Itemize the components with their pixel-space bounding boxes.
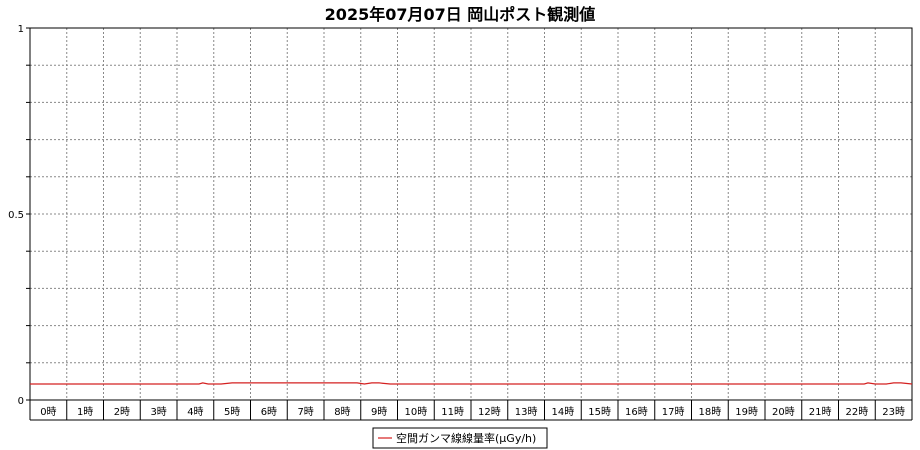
x-tick-label: 23時 xyxy=(882,406,905,418)
legend-box xyxy=(372,427,548,449)
legend-label: 空間ガンマ線線量率(μGy/h) xyxy=(396,431,536,445)
x-tick-label: 7時 xyxy=(297,406,313,418)
x-tick-label: 3時 xyxy=(150,406,166,418)
x-tick-label: 2時 xyxy=(114,406,130,418)
x-tick-label: 20時 xyxy=(772,406,795,418)
x-tick-label: 15時 xyxy=(588,406,611,418)
y-tick-label: 0 xyxy=(18,396,24,407)
x-tick-label: 1時 xyxy=(77,406,93,418)
x-tick-label: 5時 xyxy=(224,406,240,418)
x-tick-label: 18時 xyxy=(699,406,722,418)
x-tick-label: 12時 xyxy=(478,406,501,418)
x-tick-label: 21時 xyxy=(809,406,832,418)
legend: 空間ガンマ線線量率(μGy/h) xyxy=(372,427,548,449)
x-tick-label: 6時 xyxy=(261,406,277,418)
x-tick-label: 22時 xyxy=(846,406,869,418)
series-group xyxy=(30,382,913,385)
y-tick-label: 1 xyxy=(18,24,24,35)
chart-title: 2025年07月07日 岡山ポスト観測値 xyxy=(325,5,596,24)
series-line xyxy=(30,382,913,385)
grid xyxy=(30,28,912,400)
x-tick-label: 17時 xyxy=(662,406,685,418)
x-axis: 0時 1時 2時 3時 4時 5時 6時 7時 8時 9時 10時 11時 12時 13時 14時 15時 16… xyxy=(29,400,913,421)
y-axis: 00.51 xyxy=(8,24,30,407)
x-tick-label: 11時 xyxy=(441,406,464,418)
y-tick-label: 0.5 xyxy=(8,210,24,221)
x-tick-label: 13時 xyxy=(515,406,538,418)
x-tick-label: 14時 xyxy=(552,406,575,418)
x-tick-label: 8時 xyxy=(334,406,350,418)
x-tick-label: 19時 xyxy=(735,406,758,418)
x-tick-label: 9時 xyxy=(371,406,387,418)
x-tick-label: 10時 xyxy=(405,406,428,418)
x-tick-label: 16時 xyxy=(625,406,648,418)
x-tick-label: 0時 xyxy=(40,406,56,418)
x-tick-label: 4時 xyxy=(187,406,203,418)
